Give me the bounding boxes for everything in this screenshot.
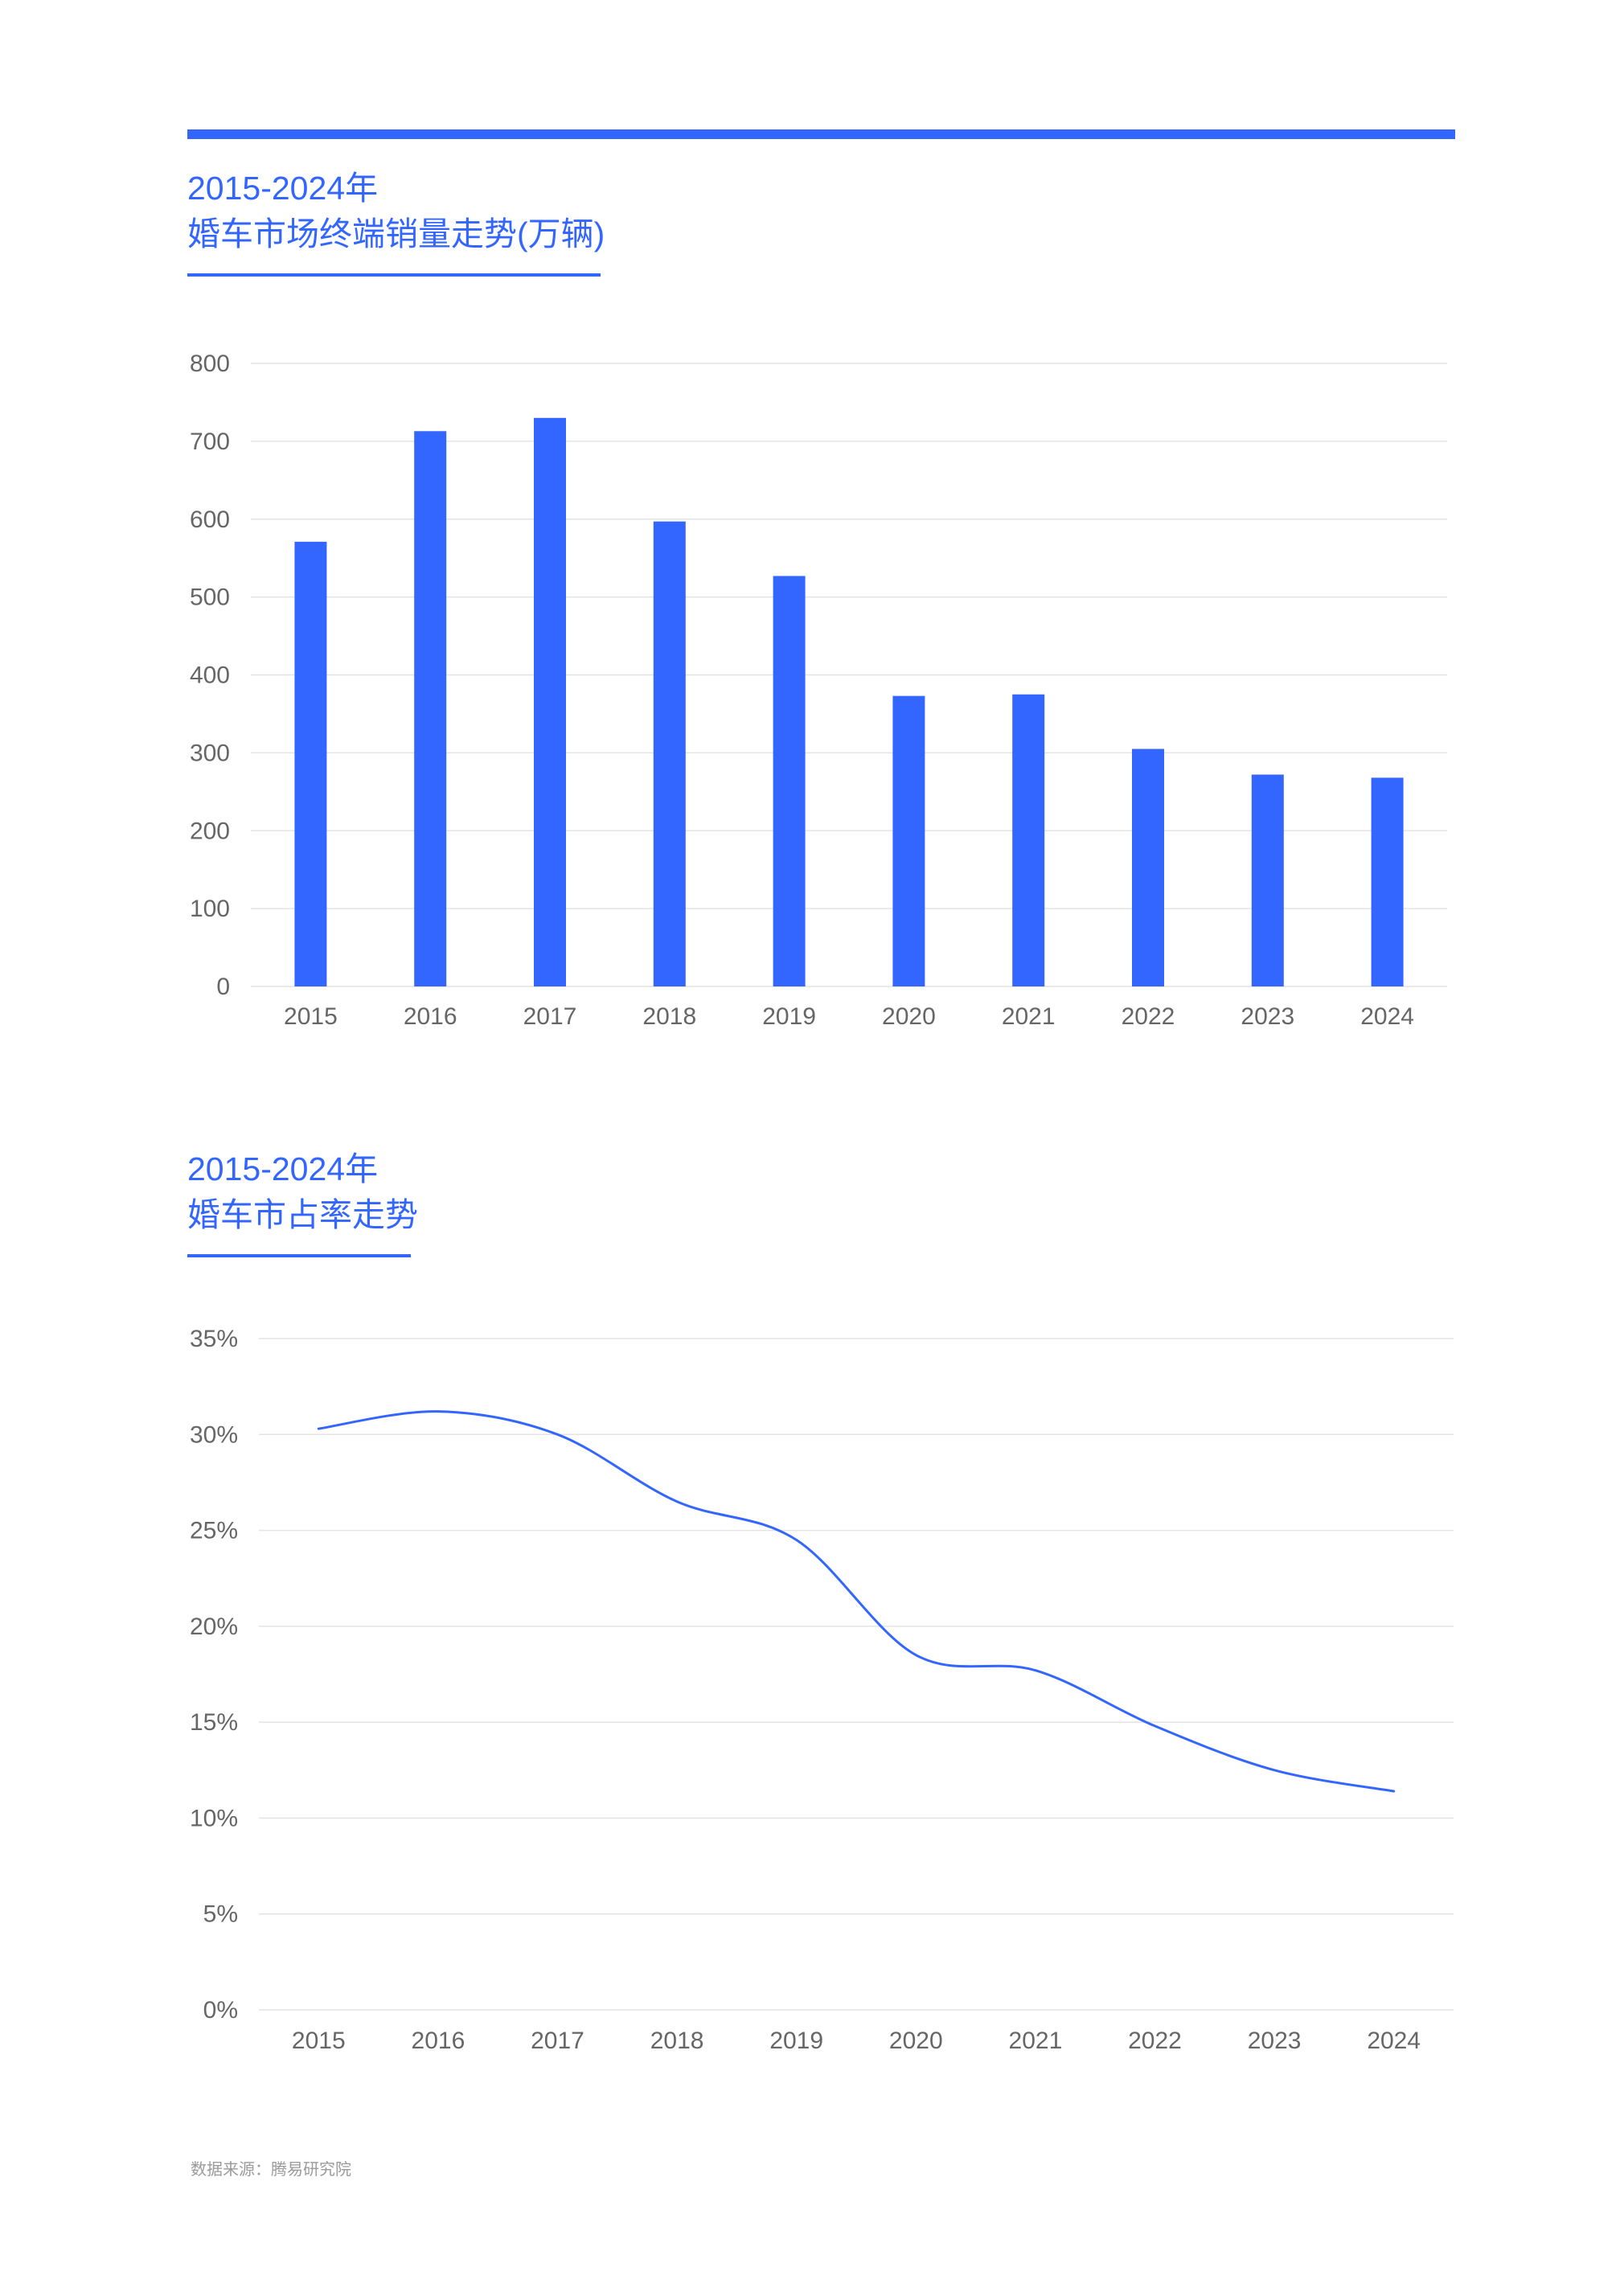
line-point-2022 [1154,1724,1157,1728]
bar-2021 [1012,694,1045,986]
line-chart-y-tick-label: 20% [190,1614,238,1640]
bar-chart-x-tick-label: 2017 [523,1003,577,1030]
bar-chart-y-tick-label: 700 [190,429,230,455]
bar-2019 [773,576,806,986]
bar-chart-title-line1: 2015-2024年 [187,170,379,207]
line-chart-y-tick-label: 30% [190,1421,238,1448]
bar-chart-y-tick-label: 600 [190,506,230,533]
line-chart-y-tick-label: 5% [203,1901,238,1928]
bar-2022 [1132,748,1164,986]
bar-chart-y-tick-label: 200 [190,818,230,844]
bar-chart-x-tick-label: 2023 [1241,1003,1294,1030]
line-chart-y-tick-label: 25% [190,1518,238,1544]
bar-chart-y-tick-label: 800 [190,351,230,377]
line-chart-y-tick-label: 35% [190,1326,238,1352]
bar-chart-title-line2: 婚车市场终端销量走势(万辆) [187,215,605,252]
line-chart-y-tick-label: 15% [190,1709,238,1736]
bar-chart-y-tick-label: 100 [190,896,230,922]
bar-chart-x-tick-label: 2024 [1360,1003,1414,1030]
bar-chart-x-tick-label: 2020 [882,1003,936,1030]
top-accent-bar [187,129,1455,139]
line-chart-title: 2015-2024年 婚车市占率走势 [187,1146,418,1257]
line-chart-x-tick-label: 2023 [1248,2028,1302,2054]
line-chart: 0% 5% 10% 15% 20% 25% 30% 35% 2015 2016 2017 2018 20… [190,1326,1454,2054]
line-chart-y-tick-label: 10% [190,1805,238,1831]
bar-2017 [534,417,566,986]
bar-chart-x-tick-label: 2021 [1002,1003,1056,1030]
line-chart-title-underline [187,1254,411,1257]
bar-chart: 0 100 200 300 400 500 600 700 800 2015 2016 2017 201… [190,351,1447,1030]
bar-2016 [414,431,447,986]
bar-chart-title: 2015-2024年 婚车市场终端销量走势(万辆) [187,166,605,277]
line-point-2018 [675,1500,679,1503]
line-chart-x-tick-label: 2021 [1009,2028,1063,2054]
line-point-2015 [317,1427,320,1430]
bar-chart-y-tick-label: 500 [190,584,230,611]
line-point-2016 [437,1410,440,1413]
line-chart-x-tick-label: 2015 [292,2028,346,2054]
line-point-2021 [1034,1669,1037,1672]
line-point-2017 [556,1433,560,1436]
line-chart-x-tick-label: 2016 [412,2028,465,2054]
bar-2023 [1251,774,1284,986]
bar-chart-x-tick-label: 2018 [642,1003,696,1030]
line-chart-title-line2: 婚车市占率走势 [187,1196,418,1233]
bar-chart-y-tick-label: 0 [216,974,230,1000]
line-chart-x-tick-label: 2019 [769,2028,823,2054]
line-chart-title-line1: 2015-2024年 [187,1150,379,1187]
bar-chart-y-tick-label: 400 [190,662,230,689]
line-chart-x-tick-label: 2018 [650,2028,704,2054]
line-chart-x-tick-label: 2022 [1128,2028,1182,2054]
bar-2024 [1371,777,1404,986]
line-chart-x-tick-label: 2020 [889,2028,943,2054]
data-source-note: 数据来源：腾易研究院 [191,2161,351,2179]
line-point-2024 [1392,1790,1396,1793]
line-chart-x-tick-label: 2024 [1367,2028,1421,2054]
market-share-line [317,1410,1396,1793]
bar-2020 [892,695,925,986]
bar-chart-x-tick-label: 2019 [762,1003,816,1030]
line-point-2020 [914,1654,917,1657]
bar-chart-title-underline [187,273,601,277]
bar-chart-y-tick-label: 300 [190,740,230,766]
bar-chart-x-tick-label: 2022 [1122,1003,1175,1030]
line-point-2023 [1273,1769,1276,1772]
line-point-2019 [795,1539,798,1542]
bar-2015 [294,541,327,986]
bar-chart-x-tick-label: 2016 [404,1003,457,1030]
bar-2018 [653,521,686,986]
line-chart-x-tick-label: 2017 [531,2028,584,2054]
bar-chart-x-tick-label: 2015 [284,1003,338,1030]
line-chart-y-tick-label: 0% [203,1997,238,2024]
